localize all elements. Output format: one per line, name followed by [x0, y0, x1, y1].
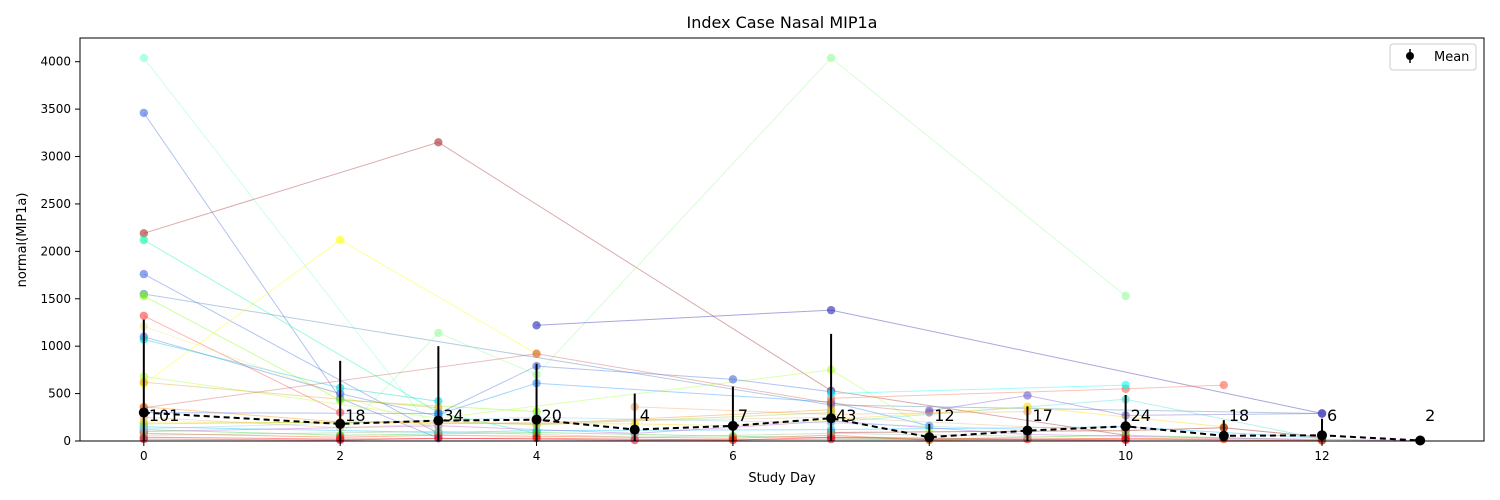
- subject-series: [925, 391, 1327, 420]
- plot-frame: [79, 37, 1485, 442]
- mean-series-layer: [138, 319, 1426, 446]
- subject-data-point: [1023, 391, 1032, 400]
- mean-data-point: [826, 413, 837, 424]
- subject-data-point: [1317, 409, 1327, 418]
- sample-count-label: 18: [1229, 406, 1249, 425]
- sample-count-label: 2: [1425, 406, 1435, 425]
- x-tick-label: 2: [336, 449, 344, 463]
- subject-data-point: [139, 291, 149, 301]
- subject-series-line: [143, 436, 1323, 441]
- mean-data-point: [629, 424, 640, 435]
- subject-series: [139, 322, 443, 434]
- mean-data-point: [727, 420, 738, 431]
- x-tick-label: 10: [1118, 449, 1133, 463]
- sample-count-layer: 101 18 34 20 4 7 43 12 17 24 18 6 2: [149, 406, 1436, 425]
- mean-data-point: [924, 432, 935, 443]
- subject-series-line: [143, 412, 832, 426]
- y-tick-label: 3500: [40, 102, 71, 116]
- subject-data-point: [728, 375, 738, 384]
- sample-count-label: 34: [443, 406, 463, 425]
- subject-data-point: [826, 305, 836, 315]
- sample-count-label: 20: [542, 406, 562, 425]
- mean-data-point: [1120, 421, 1131, 432]
- legend-box: [1389, 43, 1477, 71]
- subject-data-point: [434, 138, 443, 147]
- subject-series-line: [438, 382, 930, 427]
- sample-count-label: 24: [1131, 406, 1151, 425]
- y-tick-label: 2000: [40, 244, 71, 258]
- subject-series-line: [831, 427, 1323, 438]
- sample-count-label: 4: [640, 406, 650, 425]
- mean-data-point: [1317, 430, 1327, 441]
- subject-series-line: [536, 309, 1323, 414]
- x-tick-label: 6: [729, 449, 737, 463]
- subject-data-point: [1219, 380, 1229, 390]
- legend-mean-marker: [1406, 52, 1414, 60]
- x-tick-label: 12: [1314, 449, 1329, 463]
- mean-data-point: [138, 407, 149, 418]
- legend-label-mean: Mean: [1434, 50, 1469, 65]
- y-axis-label: normal(MIP1a): [15, 193, 30, 288]
- subject-series-line: [143, 141, 1126, 436]
- sample-count-label: 17: [1032, 406, 1052, 425]
- subject-series-line: [143, 426, 1323, 439]
- subject-series-line: [143, 315, 341, 414]
- y-tick-label: 0: [63, 434, 71, 448]
- chart-legend: Mean: [1389, 43, 1477, 71]
- mean-data-point: [1022, 425, 1033, 436]
- subject-series-line: [143, 325, 439, 431]
- chart-title: Index Case Nasal MIP1a: [687, 13, 878, 32]
- mean-data-point: [433, 415, 444, 426]
- subject-data-point: [139, 53, 149, 63]
- individual-series-layer: [139, 53, 1425, 445]
- mean-data-point: [531, 414, 542, 425]
- subject-data-point: [826, 53, 836, 63]
- subject-data-point: [1121, 380, 1130, 390]
- subject-series-line: [143, 339, 439, 402]
- x-tick-label: 4: [533, 449, 541, 463]
- sample-count-label: 12: [934, 406, 954, 425]
- y-tick-label: 2500: [40, 197, 71, 211]
- subject-series: [139, 53, 443, 442]
- subject-series-line: [143, 365, 832, 415]
- subject-data-point: [434, 328, 443, 338]
- subject-data-point: [139, 311, 149, 321]
- sample-count-label: 101: [149, 406, 180, 425]
- subject-series: [139, 311, 345, 417]
- subject-data-point: [925, 406, 934, 415]
- subject-data-point: [139, 269, 149, 279]
- y-tick-label: 1000: [40, 339, 71, 353]
- sample-count-label: 18: [345, 406, 365, 425]
- x-tick-label: 8: [925, 449, 933, 463]
- subject-series: [139, 361, 836, 418]
- y-tick-label: 1500: [40, 292, 71, 306]
- subject-series-line: [143, 57, 439, 438]
- subject-data-point: [139, 229, 149, 238]
- axes-layer: 0 2 4 6 8 10 120500100015002000250030003500400…: [40, 37, 1485, 463]
- mean-data-point: [1218, 430, 1229, 441]
- x-axis-label: Study Day: [748, 471, 816, 486]
- sample-count-label: 7: [738, 406, 748, 425]
- mean-data-point: [335, 418, 346, 429]
- subject-series: [532, 305, 1327, 418]
- subject-data-point: [335, 235, 345, 245]
- subject-series-line: [831, 384, 1126, 395]
- x-tick-label: 0: [140, 449, 148, 463]
- subject-data-point: [532, 349, 541, 358]
- sample-count-label: 6: [1327, 406, 1337, 425]
- subject-data-point: [1121, 291, 1130, 301]
- subject-series-line: [929, 394, 1323, 416]
- subject-data-point: [139, 235, 149, 245]
- y-tick-label: 500: [48, 387, 71, 401]
- y-tick-label: 3000: [40, 150, 71, 164]
- sample-count-label: 43: [836, 406, 856, 425]
- subject-series-line: [143, 273, 439, 434]
- subject-data-point: [532, 321, 541, 330]
- subject-series-line: [143, 381, 439, 409]
- subject-data-point: [139, 108, 149, 118]
- y-tick-label: 4000: [40, 55, 71, 69]
